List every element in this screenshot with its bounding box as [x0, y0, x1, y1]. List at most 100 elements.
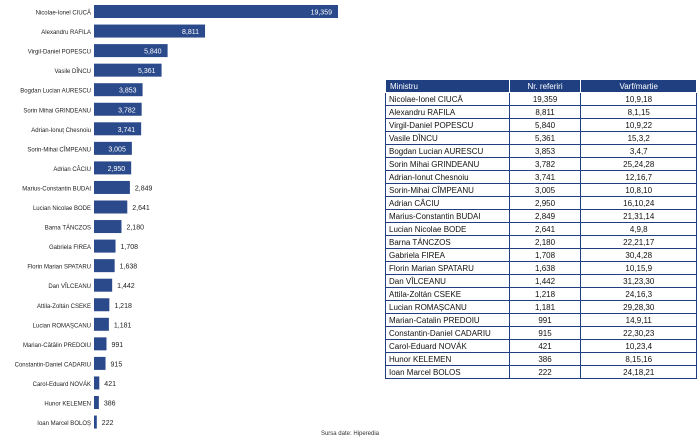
table-row: Sorin Mihai GRINDEANU 3,782 25,24,28: [385, 157, 697, 171]
table-row: Nicolae-Ionel CIUCĂ 19,359 10,9,18: [385, 92, 697, 106]
category-label: Gabriela FIREA: [49, 245, 91, 251]
table-row: Gabriela FIREA 1,708 30,4,28: [385, 248, 697, 262]
cell-peak: 8,15,16: [580, 352, 697, 366]
category-label: Vasile DÎNCU: [54, 68, 91, 75]
bar: [94, 396, 99, 409]
bar: [94, 337, 107, 351]
value-label: 1,638: [120, 264, 138, 271]
cell-references: 2,849: [508, 209, 582, 223]
category-label: Lucian Nicolae BODE: [33, 206, 91, 212]
table-header-row: Ministru Nr. referiri Varf/martie: [385, 79, 697, 93]
value-label: 3,853: [119, 88, 137, 95]
cell-minister: Attila-Zoltán CSEKE: [385, 287, 510, 301]
value-label: 2,950: [108, 166, 126, 173]
bar: [94, 44, 168, 58]
value-label: 222: [102, 420, 114, 427]
cell-peak: 31,23,30: [580, 274, 697, 288]
table-row: Hunor KELEMEN 386 8,15,16: [385, 352, 697, 366]
cell-peak: 21,31,14: [580, 209, 697, 223]
value-label: 1,708: [121, 244, 139, 251]
cell-minister: Carol-Eduard NOVÁK: [385, 339, 510, 353]
value-label: 5,840: [144, 49, 162, 56]
cell-references: 2,950: [508, 196, 582, 210]
cell-peak: 10,9,18: [580, 92, 697, 106]
cell-peak: 24,16,3: [580, 287, 697, 301]
value-label: 3,741: [118, 127, 136, 134]
value-label: 1,181: [114, 322, 132, 329]
cell-references: 1,442: [508, 274, 582, 288]
cell-references: 3,005: [508, 183, 582, 197]
bar: [94, 141, 132, 155]
bar: [94, 83, 143, 97]
bar: [94, 356, 106, 370]
bar: [94, 180, 130, 194]
bar: [94, 317, 109, 331]
cell-references: 5,361: [508, 131, 582, 145]
table-row: Carol-Eduard NOVÁK 421 10,23,4: [385, 339, 697, 353]
bar: [94, 63, 162, 77]
table-body: Nicolae-Ionel CIUCĂ 19,359 10,9,18 Alexandr…: [385, 92, 697, 379]
table-row: Adrian-Ionut Chesnoiu 3,741 12,16,7: [385, 170, 697, 184]
cell-peak: 30,4,28: [580, 248, 697, 262]
category-label: Barna TÁNCZOS: [45, 225, 91, 232]
bar: [94, 24, 206, 38]
cell-references: 386: [508, 352, 582, 366]
cell-peak: 4,9,8: [580, 222, 697, 236]
table-row: Bogdan Lucian AURESCU 3,853 3,4,7: [385, 144, 697, 158]
bar: [94, 122, 142, 136]
cell-references: 19,359: [508, 92, 582, 106]
bar: [94, 102, 142, 116]
source-note: Sursa date: Hiperedia: [320, 431, 380, 437]
table-row: Sorin-Mihai CÎMPEANU 3,005 10,8,10: [385, 183, 697, 197]
table-row: Virgil-Daniel POPESCU 5,840 10,9,22: [385, 118, 697, 132]
value-label: 1,442: [117, 283, 135, 290]
cell-references: 2,641: [508, 222, 582, 236]
cell-minister: Florin Marian SPATARU: [385, 261, 510, 275]
category-label: Dan VÎLCEANU: [48, 283, 91, 290]
cell-minister: Constantin-Daniel CADARIU: [385, 326, 510, 340]
category-label: Sorin Mihai GRINDEANU: [23, 108, 91, 114]
cell-peak: 25,24,28: [580, 157, 697, 171]
category-label: Carol-Eduard NOVÁK: [33, 381, 91, 388]
bar: [94, 415, 97, 429]
bar: [94, 298, 110, 312]
value-label: 915: [111, 361, 123, 368]
cell-minister: Dan VÎLCEANU: [385, 274, 510, 288]
cell-peak: 14,9,11: [580, 313, 697, 327]
cell-references: 1,708: [508, 248, 582, 262]
bar: [94, 376, 100, 390]
category-label: Alexandru RAFILA: [41, 30, 91, 36]
table-row: Dan VÎLCEANU 1,442 31,23,30: [385, 274, 697, 288]
value-label: 3,005: [108, 146, 126, 153]
cell-peak: 10,23,4: [580, 339, 697, 353]
bar: [94, 200, 128, 214]
cell-minister: Nicolae-Ionel CIUCĂ: [385, 92, 510, 106]
table-row: Attila-Zoltán CSEKE 1,218 24,16,3: [385, 287, 697, 301]
cell-minister: Vasile DÎNCU: [385, 131, 510, 145]
category-label: Sorin-Mihai CÎMPEANU: [27, 146, 91, 153]
table-row: Marian-Catalin PREDOIU 991 14,9,11: [385, 313, 697, 327]
cell-references: 421: [508, 339, 582, 353]
cell-minister: Marius-Constantin BUDAI: [385, 209, 510, 223]
category-label: Ioan Marcel BOLOȘ: [37, 421, 91, 427]
cell-minister: Lucian Nicolae BODE: [385, 222, 510, 236]
table-row: Alexandru RAFILA 8,811 8,1,15: [385, 105, 697, 119]
cell-minister: Ioan Marcel BOLOS: [385, 365, 510, 379]
table-row: Florin Marian SPATARU 1,638 10,15,9: [385, 261, 697, 275]
value-label: 2,641: [132, 205, 150, 212]
cell-references: 3,782: [508, 157, 582, 171]
bar: [94, 220, 122, 234]
cell-minister: Sorin-Mihai CÎMPEANU: [385, 183, 510, 197]
cell-peak: 22,21,17: [580, 235, 697, 249]
table-row: Ioan Marcel BOLOS 222 24,18,21: [385, 365, 697, 379]
category-label: Nicolae-Ionel CIUCĂ: [36, 10, 91, 17]
column-header-references: Nr. referiri: [508, 79, 582, 93]
category-label: Hunor KELEMEN: [44, 402, 91, 408]
cell-peak: 10,15,9: [580, 261, 697, 275]
cell-minister: Marian-Catalin PREDOIU: [385, 313, 510, 327]
category-label: Adrian-Ionuț Chesnoiu: [31, 128, 91, 134]
cell-minister: Adrian CÂCIU: [385, 196, 510, 210]
cell-references: 8,811: [508, 105, 582, 119]
cell-references: 222: [508, 365, 582, 379]
value-label: 386: [104, 401, 116, 408]
